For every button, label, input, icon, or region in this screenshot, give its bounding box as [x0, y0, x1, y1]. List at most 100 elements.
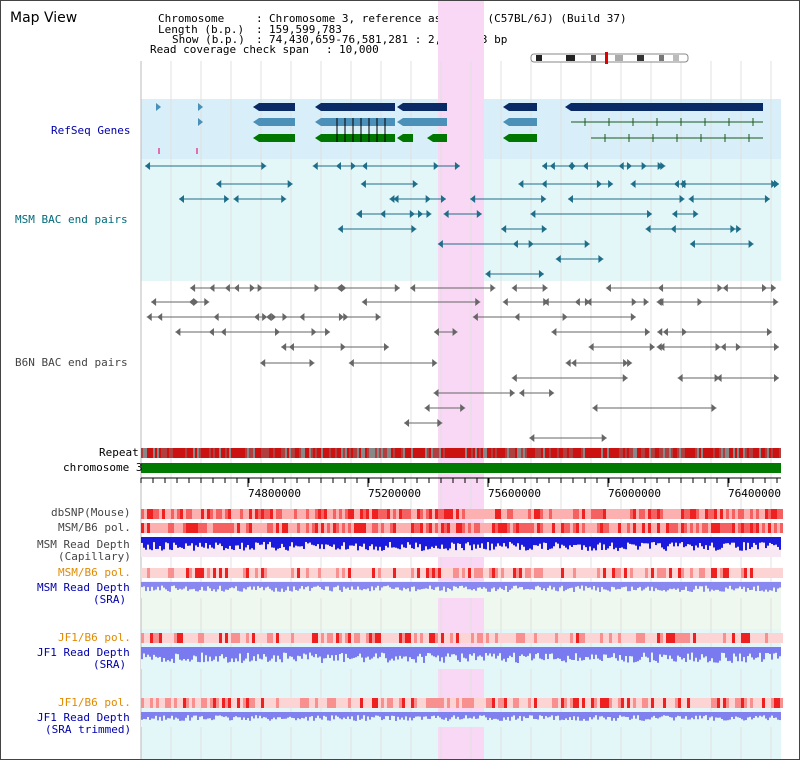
dbsnp-cell [258, 509, 261, 519]
jf1-trimmed-depth-bar [337, 712, 339, 717]
msm-b6-pol-cell [600, 523, 603, 533]
jf1-b6-pol-cell [507, 698, 510, 708]
jf1-sra-depth-bar [655, 647, 657, 661]
repeat-element [247, 448, 249, 458]
jf1-sra-depth-bar [755, 647, 757, 658]
dbsnp-cell [330, 509, 333, 519]
dbsnp-cell [657, 509, 660, 519]
msm-capillary-depth-bar [291, 537, 293, 543]
jf1-b6-pol-cell [207, 698, 210, 708]
msm-b6-pol-cell [297, 523, 300, 533]
jf1-sra-depth-bar [343, 647, 345, 662]
msm-sra-depth-bar [605, 582, 607, 590]
msm-b6-pol-cell [525, 568, 528, 578]
msm-sra-depth-bar [593, 582, 595, 587]
gene-strand-marker [503, 118, 509, 126]
jf1-b6-pol-cell [276, 633, 279, 643]
jf1-sra-depth-bar [753, 647, 755, 660]
msm-sra-depth-bar [237, 582, 239, 591]
msm-capillary-depth-bar [323, 537, 325, 550]
jf1-trimmed-depth-bar [515, 712, 517, 720]
msm-b6-pol-cell [441, 568, 444, 578]
repeat-element [243, 448, 245, 458]
msm-bac-pair-end [774, 180, 779, 188]
jf1-trimmed-depth-bar [543, 712, 545, 719]
repeat-element [507, 448, 509, 458]
dbsnp-cell [237, 509, 240, 519]
repeat-element [501, 448, 503, 458]
jf1-b6-pol-cell [579, 633, 582, 643]
msm-capillary-depth-bar [201, 537, 203, 547]
msm-b6-pol-cell [369, 523, 372, 533]
repeat-element [653, 448, 655, 458]
jf1-sra-depth-bar [707, 647, 709, 663]
jf1-trimmed-depth-bar [159, 712, 161, 717]
jf1-b6-pol-cell [444, 633, 447, 643]
jf1-b6-pol-cell [165, 698, 168, 708]
msm-sra-depth-bar [633, 582, 635, 590]
dbsnp-cell [423, 509, 426, 519]
dbsnp-cell [588, 509, 591, 519]
jf1-b6-pol-cell [384, 633, 387, 643]
jf1-trimmed-depth-bar [355, 712, 357, 721]
jf1-sra-depth-bar [435, 647, 437, 658]
msm-sra-depth-bar [305, 582, 307, 588]
jf1-sra-depth-bar [219, 647, 221, 657]
jf1-b6-pol-cell [321, 698, 324, 708]
msm-sra-depth-bar [539, 582, 541, 588]
msm-b6-pol-cell [777, 523, 780, 533]
msm-capillary-depth-bar [433, 537, 435, 549]
msm-b6-pol-cell [438, 523, 441, 533]
msm-sra-depth-bar [309, 582, 311, 591]
dbsnp-cell [372, 509, 375, 519]
jf1-trimmed-depth-bar [345, 712, 347, 719]
msm-capillary-depth-bar [439, 537, 441, 549]
jf1-trimmed-depth-bar [591, 712, 593, 720]
repeat-element [587, 448, 589, 458]
jf1-b6-pol-cell [453, 633, 456, 643]
jf1-b6-pol-cell [198, 698, 201, 708]
repeat-element [583, 448, 585, 458]
dbsnp-cell [747, 509, 750, 519]
msm-b6-pol-cell [690, 523, 693, 533]
msm-sra-depth-bar [311, 582, 313, 589]
dbsnp-cell [387, 509, 390, 519]
dbsnp-cell [309, 509, 312, 519]
jf1-trimmed-depth-bar [419, 712, 421, 717]
dbsnp-cell [660, 509, 663, 519]
dbsnp-cell [192, 509, 195, 519]
repeat-element [477, 448, 479, 458]
msm-capillary-depth-bar [475, 537, 477, 549]
jf1-trimmed-depth-bar [239, 712, 241, 718]
msm-sra-depth-bar [763, 582, 765, 592]
msm-b6-pol-cell [717, 523, 720, 533]
jf1-trimmed-depth-bar [191, 712, 193, 718]
jf1-trimmed-depth-bar [675, 712, 677, 718]
dbsnp-cell [396, 509, 399, 519]
jf1-b6-pol-cell [456, 698, 459, 708]
jf1-sra-depth-bar [289, 647, 291, 657]
msm-capillary-depth-bar [355, 537, 357, 544]
b6n-bac-pair-end [766, 328, 772, 336]
msm-bac-pair-end [233, 195, 239, 203]
msm-sra-depth-bar [299, 582, 301, 589]
msm-b6-pol-cell [291, 568, 294, 578]
jf1-sra-depth-bar [703, 647, 705, 658]
jf1-sra-depth-bar [309, 647, 311, 653]
msm-sra-depth-bar [413, 582, 415, 587]
jf1-b6-pol-cell [678, 698, 681, 708]
jf1-sra-depth-bar [737, 647, 739, 662]
jf1-b6-pol-cell [522, 633, 525, 643]
jf1-b6-pol-cell [405, 633, 408, 643]
b6n-bac-pair-end [644, 328, 650, 336]
msm-sra-depth-bar [155, 582, 157, 590]
msm-sra-depth-bar [389, 582, 391, 588]
msm-sra-depth-bar [461, 582, 463, 586]
dbsnp-cell [576, 509, 579, 519]
msm-sra-depth-bar [711, 582, 713, 590]
msm-sra-depth-bar [417, 582, 419, 590]
jf1-b6-pol-cell [324, 698, 327, 708]
msm-capillary-depth-bar [255, 537, 257, 543]
msm-b6-pol-cell [384, 568, 387, 578]
